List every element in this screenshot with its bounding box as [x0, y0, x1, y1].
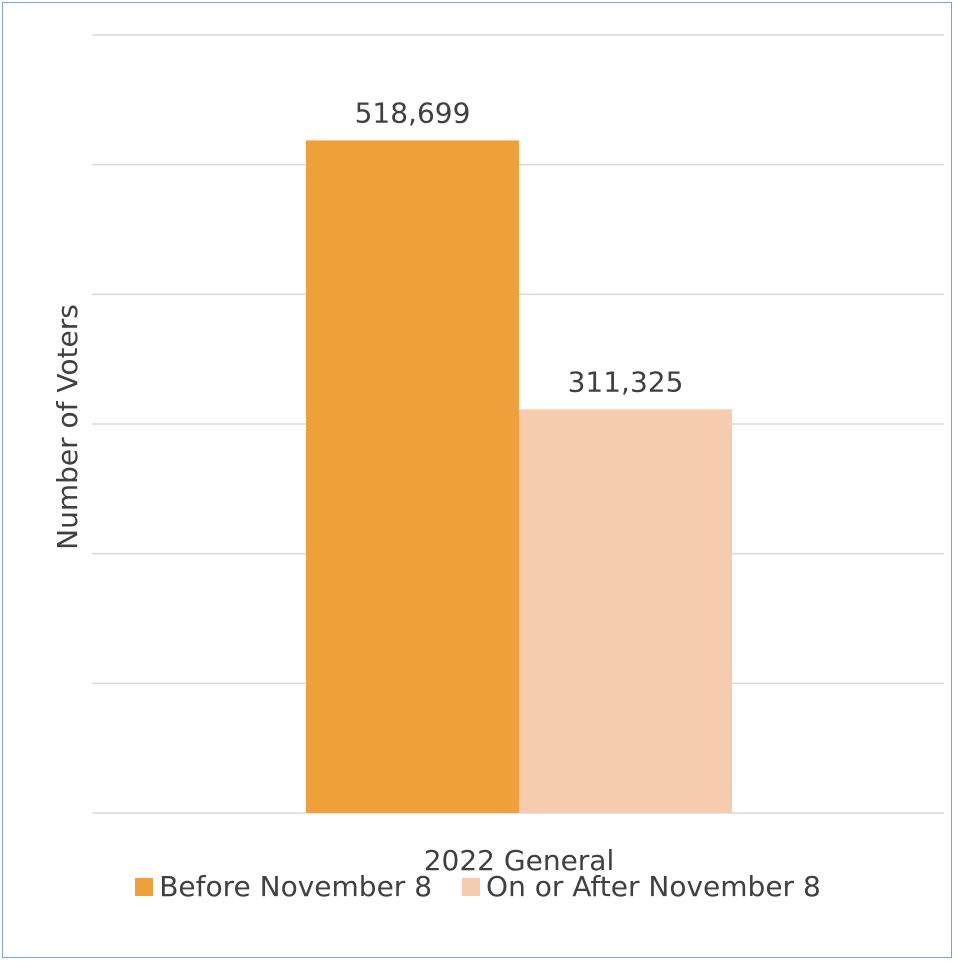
- legend-label-before: Before November 8: [159, 870, 432, 903]
- bar-before: [306, 140, 519, 813]
- data-label-after: 311,325: [568, 365, 684, 398]
- legend-label-after: On or After November 8: [486, 870, 821, 903]
- bars: [306, 140, 732, 813]
- y-axis-label: Number of Voters: [51, 304, 84, 550]
- legend-swatch-before: [135, 878, 153, 896]
- legend-item-before: Before November 8: [135, 870, 432, 903]
- data-label-before: 518,699: [355, 96, 471, 129]
- bar-after: [519, 409, 732, 813]
- legend: Before November 8 On or After November 8: [0, 870, 956, 903]
- legend-swatch-after: [462, 878, 480, 896]
- legend-item-after: On or After November 8: [462, 870, 821, 903]
